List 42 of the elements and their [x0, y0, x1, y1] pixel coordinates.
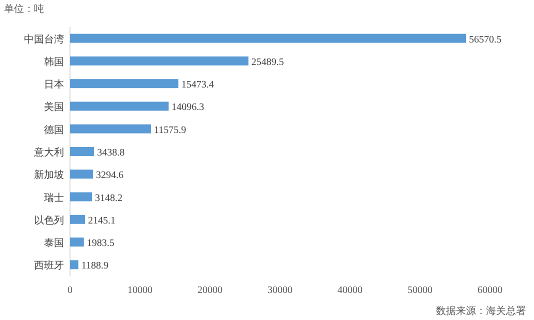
x-tick-label: 40000	[338, 285, 362, 296]
bar	[70, 124, 152, 134]
x-tick-label: 30000	[268, 285, 292, 296]
data-label: 2145.1	[88, 215, 116, 226]
data-label: 14096.3	[172, 102, 204, 114]
bar	[70, 79, 178, 88]
y-tick-label: 日本	[44, 78, 64, 91]
data-label: 3294.6	[96, 170, 124, 182]
bar	[70, 56, 248, 66]
data-label: 25489.5	[251, 56, 284, 68]
bar	[70, 147, 94, 156]
y-tick-label: 意大利	[33, 146, 64, 158]
data-label: 1983.5	[86, 238, 114, 250]
data-label: 11575.9	[154, 124, 186, 136]
bar	[70, 170, 94, 179]
y-tick-label: 西班牙	[34, 260, 64, 272]
x-tick-label: 0	[68, 285, 72, 296]
y-tick-label: 德国	[44, 124, 64, 136]
x-tick-label: 60000	[478, 285, 502, 296]
y-tick-label: 瑞士	[44, 192, 64, 204]
y-tick-label: 泰国	[44, 238, 64, 250]
bar	[70, 34, 466, 43]
y-tick-label: 以色列	[34, 214, 64, 226]
y-tick-label: 韩国	[44, 56, 64, 68]
data-label: 3148.2	[95, 192, 123, 204]
bar	[70, 192, 92, 202]
data-label: 3438.8	[97, 148, 125, 158]
data-label: 1188.9	[81, 260, 108, 272]
chart-title: 单位：吨	[4, 3, 44, 15]
bar	[70, 260, 78, 270]
bar	[70, 238, 84, 247]
data-label: 15473.4	[181, 80, 214, 91]
y-tick-label: 中国台湾	[24, 33, 64, 46]
y-tick-label: 新加坡	[34, 169, 64, 182]
bar	[70, 214, 86, 224]
source-note: 数据来源：海关总署	[436, 305, 526, 317]
y-tick-label: 美国	[44, 101, 64, 114]
bar	[70, 102, 169, 111]
x-tick-label: 20000	[198, 285, 222, 296]
x-tick-label: 50000	[408, 285, 432, 296]
x-tick-label: 10000	[128, 285, 152, 296]
data-label: 56570.5	[468, 34, 502, 46]
